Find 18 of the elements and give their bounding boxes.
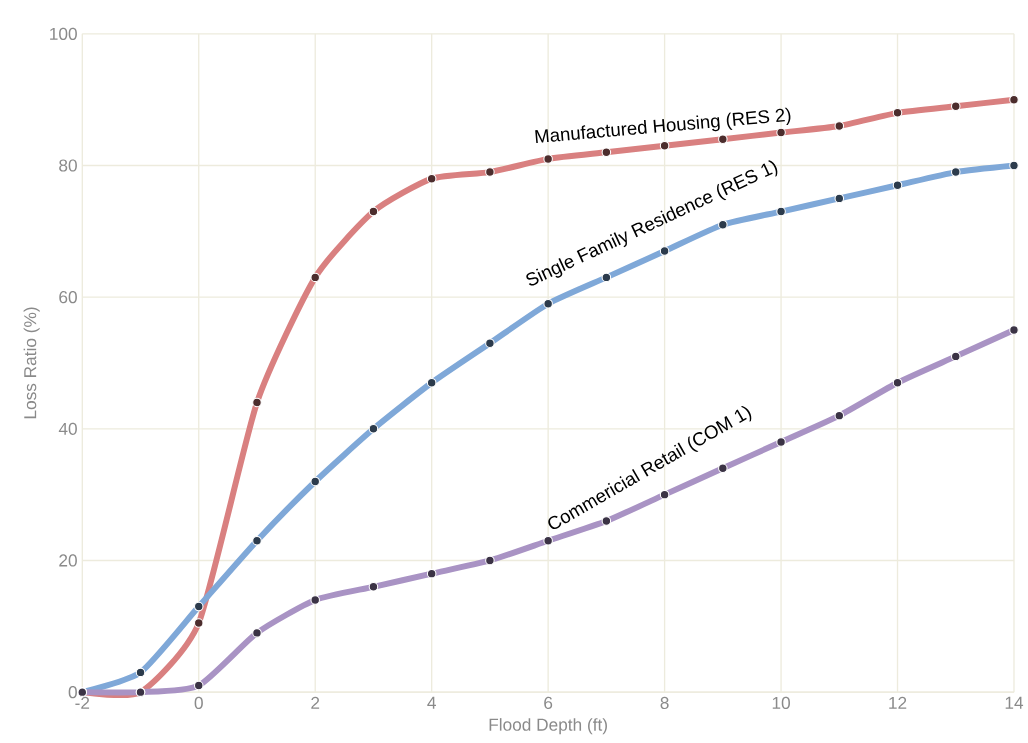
series-label: Manufactured Housing (RES 2) [535,107,791,144]
x-tick-label: 10 [772,697,790,710]
x-tick-label: -2 [75,697,90,710]
x-tick-label: 14 [1005,697,1024,709]
y-tick-label: 80 [59,159,77,172]
x-tick-label: 0 [194,697,203,710]
x-tick-label: 2 [311,697,320,710]
y-tick-label: 40 [58,422,77,436]
x-tick-label: 12 [889,697,907,710]
x-tick-label: 6 [544,697,553,710]
x-tick-label: 8 [660,697,669,710]
y-tick-label: 20 [59,554,77,567]
y-tick-label: 60 [59,291,77,304]
x-axis-title: Flood Depth (ft) [489,718,607,735]
y-tick-label: 100 [50,27,77,41]
y-tick-label: 0 [68,686,77,699]
y-axis-title: Loss Ratio (%) [23,307,40,419]
x-tick-label: 4 [427,697,436,709]
